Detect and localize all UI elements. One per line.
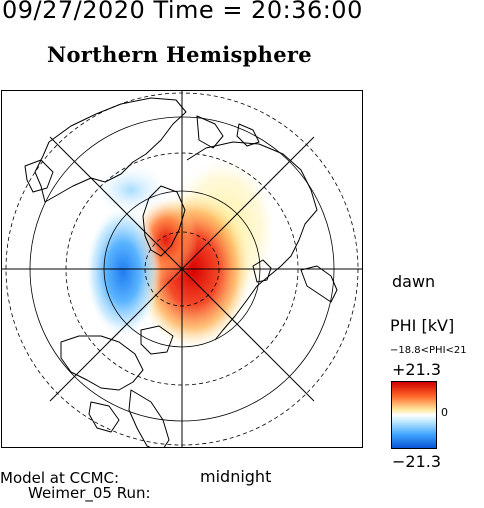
hemisphere-title: Northern Hemisphere	[47, 42, 312, 67]
colorbar-max-label: +21.3	[392, 360, 442, 379]
meridian-grid	[1, 90, 363, 448]
datetime-header: 09/27/2020 Time = 20:36:00	[2, 0, 363, 24]
colorbar-quantity-label: PHI [kV]	[390, 316, 455, 335]
negative-cell-north	[91, 162, 171, 218]
map-frame	[1, 90, 363, 448]
colorbar-range-text: −18.8<PHI<21	[390, 345, 467, 356]
midnight-label: midnight	[200, 467, 272, 486]
run-label: Weimer_05 Run:	[28, 484, 151, 502]
colorbar-zero-label: 0	[441, 406, 448, 419]
coastlines	[24, 97, 338, 448]
polar-potential-map	[1, 90, 363, 448]
colorbar-min-label: −21.3	[392, 452, 442, 471]
colorbar	[391, 381, 437, 449]
dawn-label: dawn	[392, 272, 436, 291]
model-label: Model at CCMC:	[0, 469, 120, 487]
negative-cell-core	[85, 206, 161, 338]
